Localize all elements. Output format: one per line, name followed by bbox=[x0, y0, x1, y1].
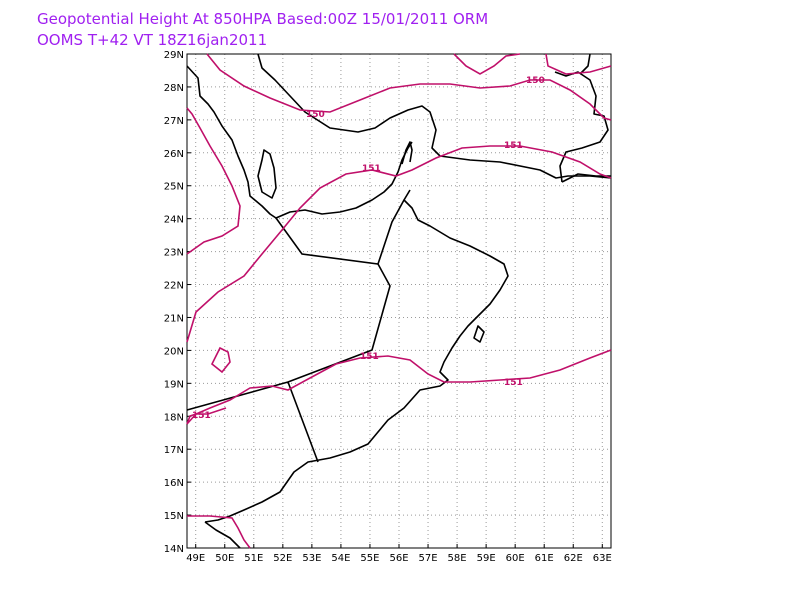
lon-tick-label: 58E bbox=[448, 553, 467, 564]
lat-tick-label: 15N bbox=[164, 511, 184, 522]
lon-tick-label: 62E bbox=[564, 553, 583, 564]
saudi-uae-border bbox=[275, 199, 405, 265]
lon-tick-label: 55E bbox=[360, 553, 379, 564]
lat-tick-label: 18N bbox=[164, 412, 184, 423]
lon-tick-label: 52E bbox=[273, 553, 292, 564]
contour-labels: 150 150 151 151 151 151 bbox=[306, 76, 545, 388]
lat-tick-label: 29N bbox=[164, 50, 184, 61]
contour-label-151-a: 151 bbox=[362, 164, 381, 174]
lon-tick-label: 50E bbox=[215, 553, 234, 564]
map-title: Geopotential Height At 850HPA Based:00Z … bbox=[37, 9, 488, 51]
musandam bbox=[401, 141, 413, 165]
lon-tick-label: 63E bbox=[593, 553, 612, 564]
contour-151-c bbox=[186, 349, 612, 425]
lon-tick-label: 61E bbox=[535, 553, 554, 564]
lat-tick-label: 28N bbox=[164, 83, 184, 94]
contour-label-151-b: 151 bbox=[504, 141, 523, 151]
political-borders bbox=[186, 199, 405, 463]
contour-label-150-b: 150 bbox=[526, 76, 545, 86]
lat-tick-label: 27N bbox=[164, 116, 184, 127]
contour-bottom bbox=[187, 515, 251, 549]
contour-label-151-c: 151 bbox=[360, 352, 379, 362]
geopotential-contours bbox=[186, 53, 612, 549]
lat-tick-label: 23N bbox=[164, 248, 184, 259]
uae-coastline bbox=[275, 141, 413, 219]
contour-151-left-tail bbox=[186, 407, 227, 425]
lon-tick-label: 53E bbox=[302, 553, 321, 564]
contour-label-151-d: 151 bbox=[504, 378, 523, 388]
lat-tick-label: 14N bbox=[164, 544, 184, 555]
masirah-island bbox=[473, 325, 485, 343]
oman-yemen-border bbox=[287, 381, 319, 463]
lat-tick-label: 16N bbox=[164, 478, 184, 489]
contour-151-b bbox=[186, 145, 612, 343]
lon-tick-label: 56E bbox=[389, 553, 408, 564]
lon-tick-label: 49E bbox=[186, 553, 205, 564]
lat-tick-label: 20N bbox=[164, 346, 184, 357]
lat-tick-label: 22N bbox=[164, 281, 184, 292]
lat-tick-label: 26N bbox=[164, 149, 184, 160]
contour-150-right bbox=[545, 53, 612, 75]
contour-small-loop bbox=[210, 346, 231, 374]
yemen-coastline bbox=[204, 521, 241, 549]
lat-tick-label: 17N bbox=[164, 445, 184, 456]
oman-coastline bbox=[204, 189, 509, 523]
border-top-right bbox=[579, 53, 591, 75]
coastlines bbox=[186, 53, 612, 549]
grid-lines bbox=[187, 53, 611, 549]
lon-tick-label: 51E bbox=[244, 553, 263, 564]
saudi-coastline bbox=[186, 65, 277, 219]
qatar-peninsula bbox=[257, 149, 277, 199]
title-line-2: OOMS T+42 VT 18Z16jan2011 bbox=[37, 31, 268, 49]
contour-150-top bbox=[453, 53, 521, 75]
title-line-1: Geopotential Height At 850HPA Based:00Z … bbox=[37, 10, 489, 28]
iran-inland-border bbox=[554, 71, 609, 183]
lat-tick-label: 24N bbox=[164, 215, 184, 226]
iran-coastline bbox=[257, 53, 612, 179]
lon-tick-label: 59E bbox=[477, 553, 496, 564]
contour-label-151-e: 151 bbox=[192, 411, 211, 421]
contour-150-a bbox=[206, 53, 612, 121]
saudi-oman-border bbox=[186, 263, 391, 411]
lat-tick-label: 25N bbox=[164, 182, 184, 193]
contour-151-a bbox=[186, 107, 241, 255]
lat-tick-label: 21N bbox=[164, 313, 184, 324]
map-frame bbox=[186, 53, 612, 549]
contour-label-150-a: 150 bbox=[306, 110, 325, 120]
lon-tick-label: 57E bbox=[419, 553, 438, 564]
axis-ticks: 14N 15N 16N 17N 18N 19N 20N 21N 22N 23N 24N 25N 26N 2… bbox=[164, 50, 612, 564]
lat-tick-label: 19N bbox=[164, 379, 184, 390]
lon-tick-label: 60E bbox=[506, 553, 525, 564]
lon-tick-label: 54E bbox=[331, 553, 350, 564]
